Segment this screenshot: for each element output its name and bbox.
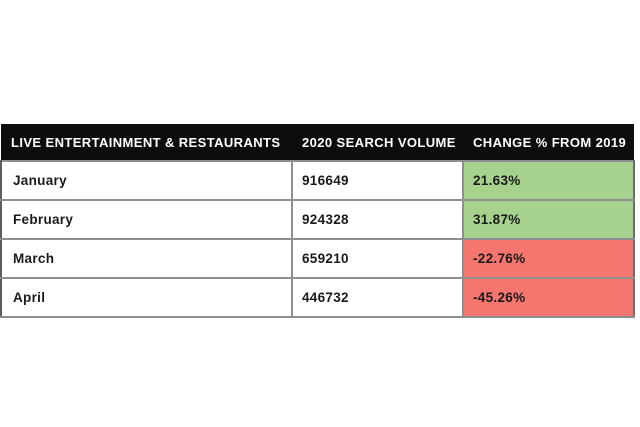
volume-cell: 659210 [291,238,464,279]
header-change: CHANGE % FROM 2019 [463,124,634,161]
table-header: LIVE ENTERTAINMENT & RESTAURANTS 2020 SE… [1,124,634,161]
table-body: January 916649 21.63% February 924328 31… [0,160,635,318]
month-cell: February [0,199,293,240]
table-row: February 924328 31.87% [0,199,635,240]
change-cell: 31.87% [462,199,635,240]
table-row: March 659210 -22.76% [0,238,635,279]
table-row: January 916649 21.63% [0,160,635,201]
volume-cell: 924328 [291,199,464,240]
volume-cell: 916649 [291,160,464,201]
volume-cell: 446732 [291,277,464,318]
header-category: LIVE ENTERTAINMENT & RESTAURANTS [1,124,292,161]
month-cell: January [0,160,293,201]
search-volume-table: LIVE ENTERTAINMENT & RESTAURANTS 2020 SE… [0,124,635,318]
change-cell: 21.63% [462,160,635,201]
change-cell: -45.26% [462,277,635,318]
header-volume: 2020 SEARCH VOLUME [292,124,463,161]
header-row: LIVE ENTERTAINMENT & RESTAURANTS 2020 SE… [1,124,634,161]
month-cell: March [0,238,293,279]
change-cell: -22.76% [462,238,635,279]
search-volume-table-wrap: LIVE ENTERTAINMENT & RESTAURANTS 2020 SE… [0,124,635,318]
table-row: April 446732 -45.26% [0,277,635,318]
month-cell: April [0,277,293,318]
